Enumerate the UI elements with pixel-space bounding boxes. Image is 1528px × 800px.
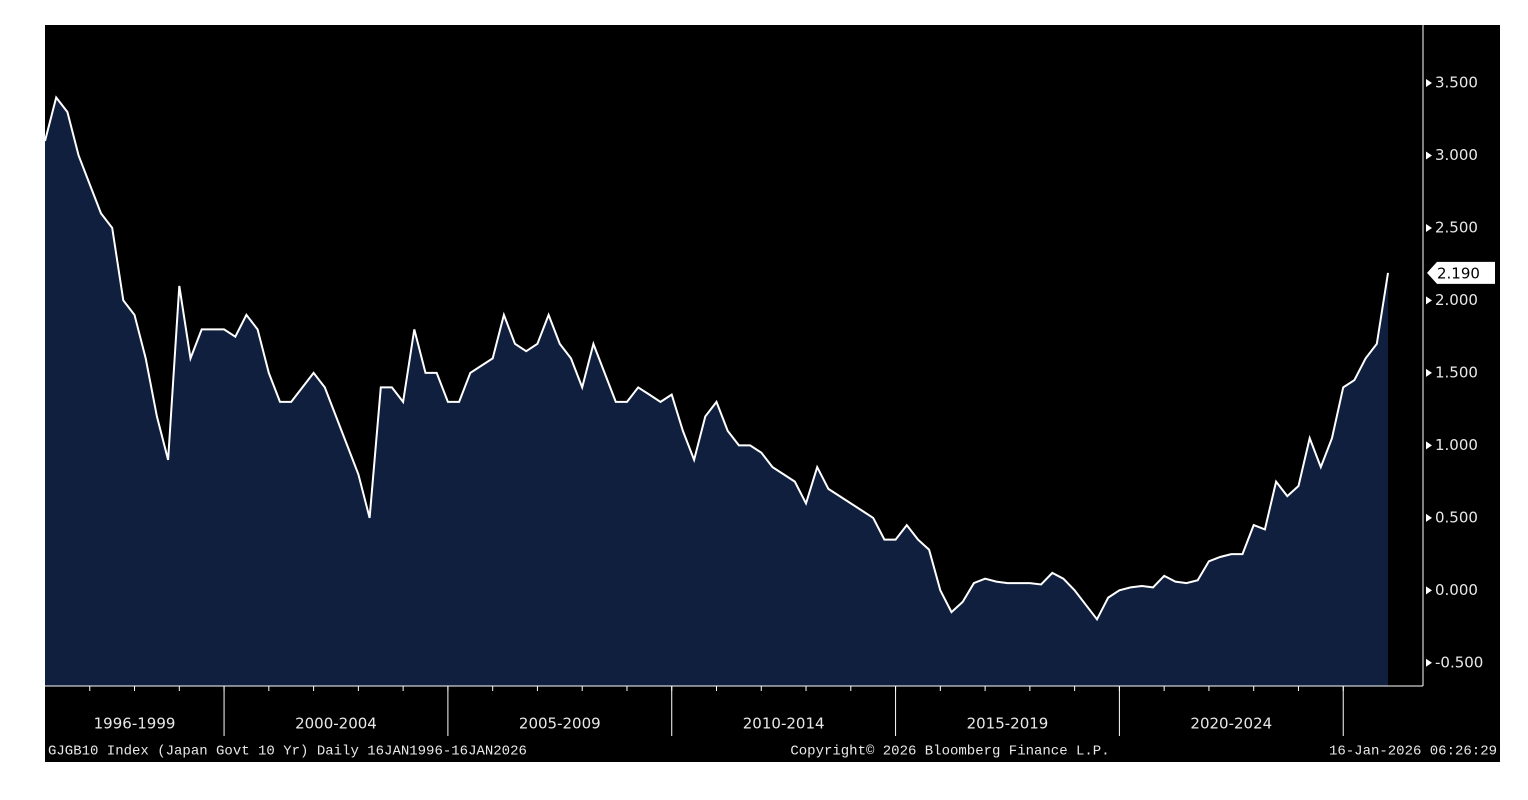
current-tag [1427,261,1495,284]
x-tick-label: 2000-2004 [295,715,377,733]
x-tick-label: 2015-2019 [967,715,1049,733]
x-tick-label: 2020-2024 [1190,715,1272,733]
x-tick-label: 1996-1999 [94,715,176,733]
y-tick-label: 2.000 [1435,291,1478,309]
y-tick-label: 1.000 [1435,436,1478,454]
y-tick [1426,368,1432,377]
x-tick-label: 2005-2009 [519,715,601,733]
y-tick [1426,658,1432,667]
copyright: Copyright© 2026 Bloomberg Finance L.P. [790,744,1109,760]
x-tick-label: 2010-2014 [743,715,825,733]
line [44,95,1389,622]
y-tick [1426,441,1432,450]
y-tick-label: 3.500 [1435,73,1478,91]
y-tick-label: 0.000 [1435,581,1478,599]
y-tick [1426,513,1432,522]
y-tick-label: 2.500 [1435,218,1478,236]
y-tick [1426,151,1432,160]
area [45,97,1388,686]
y-tick [1426,586,1432,595]
y-tick [1426,78,1432,87]
current-label: 2.190 [1437,264,1480,282]
y-tick [1426,296,1432,305]
y-tick-label: 3.000 [1435,146,1478,164]
y-tick-label: -0.500 [1435,653,1483,671]
y-tick-label: 1.500 [1435,363,1478,381]
timestamp: 16-Jan-2026 06:26:29 [1329,744,1497,760]
source: GJGB10 Index (Japan Govt 10 Yr) Daily 16… [48,744,527,760]
y-tick [1426,223,1432,232]
y-tick-label: 0.500 [1435,508,1478,526]
